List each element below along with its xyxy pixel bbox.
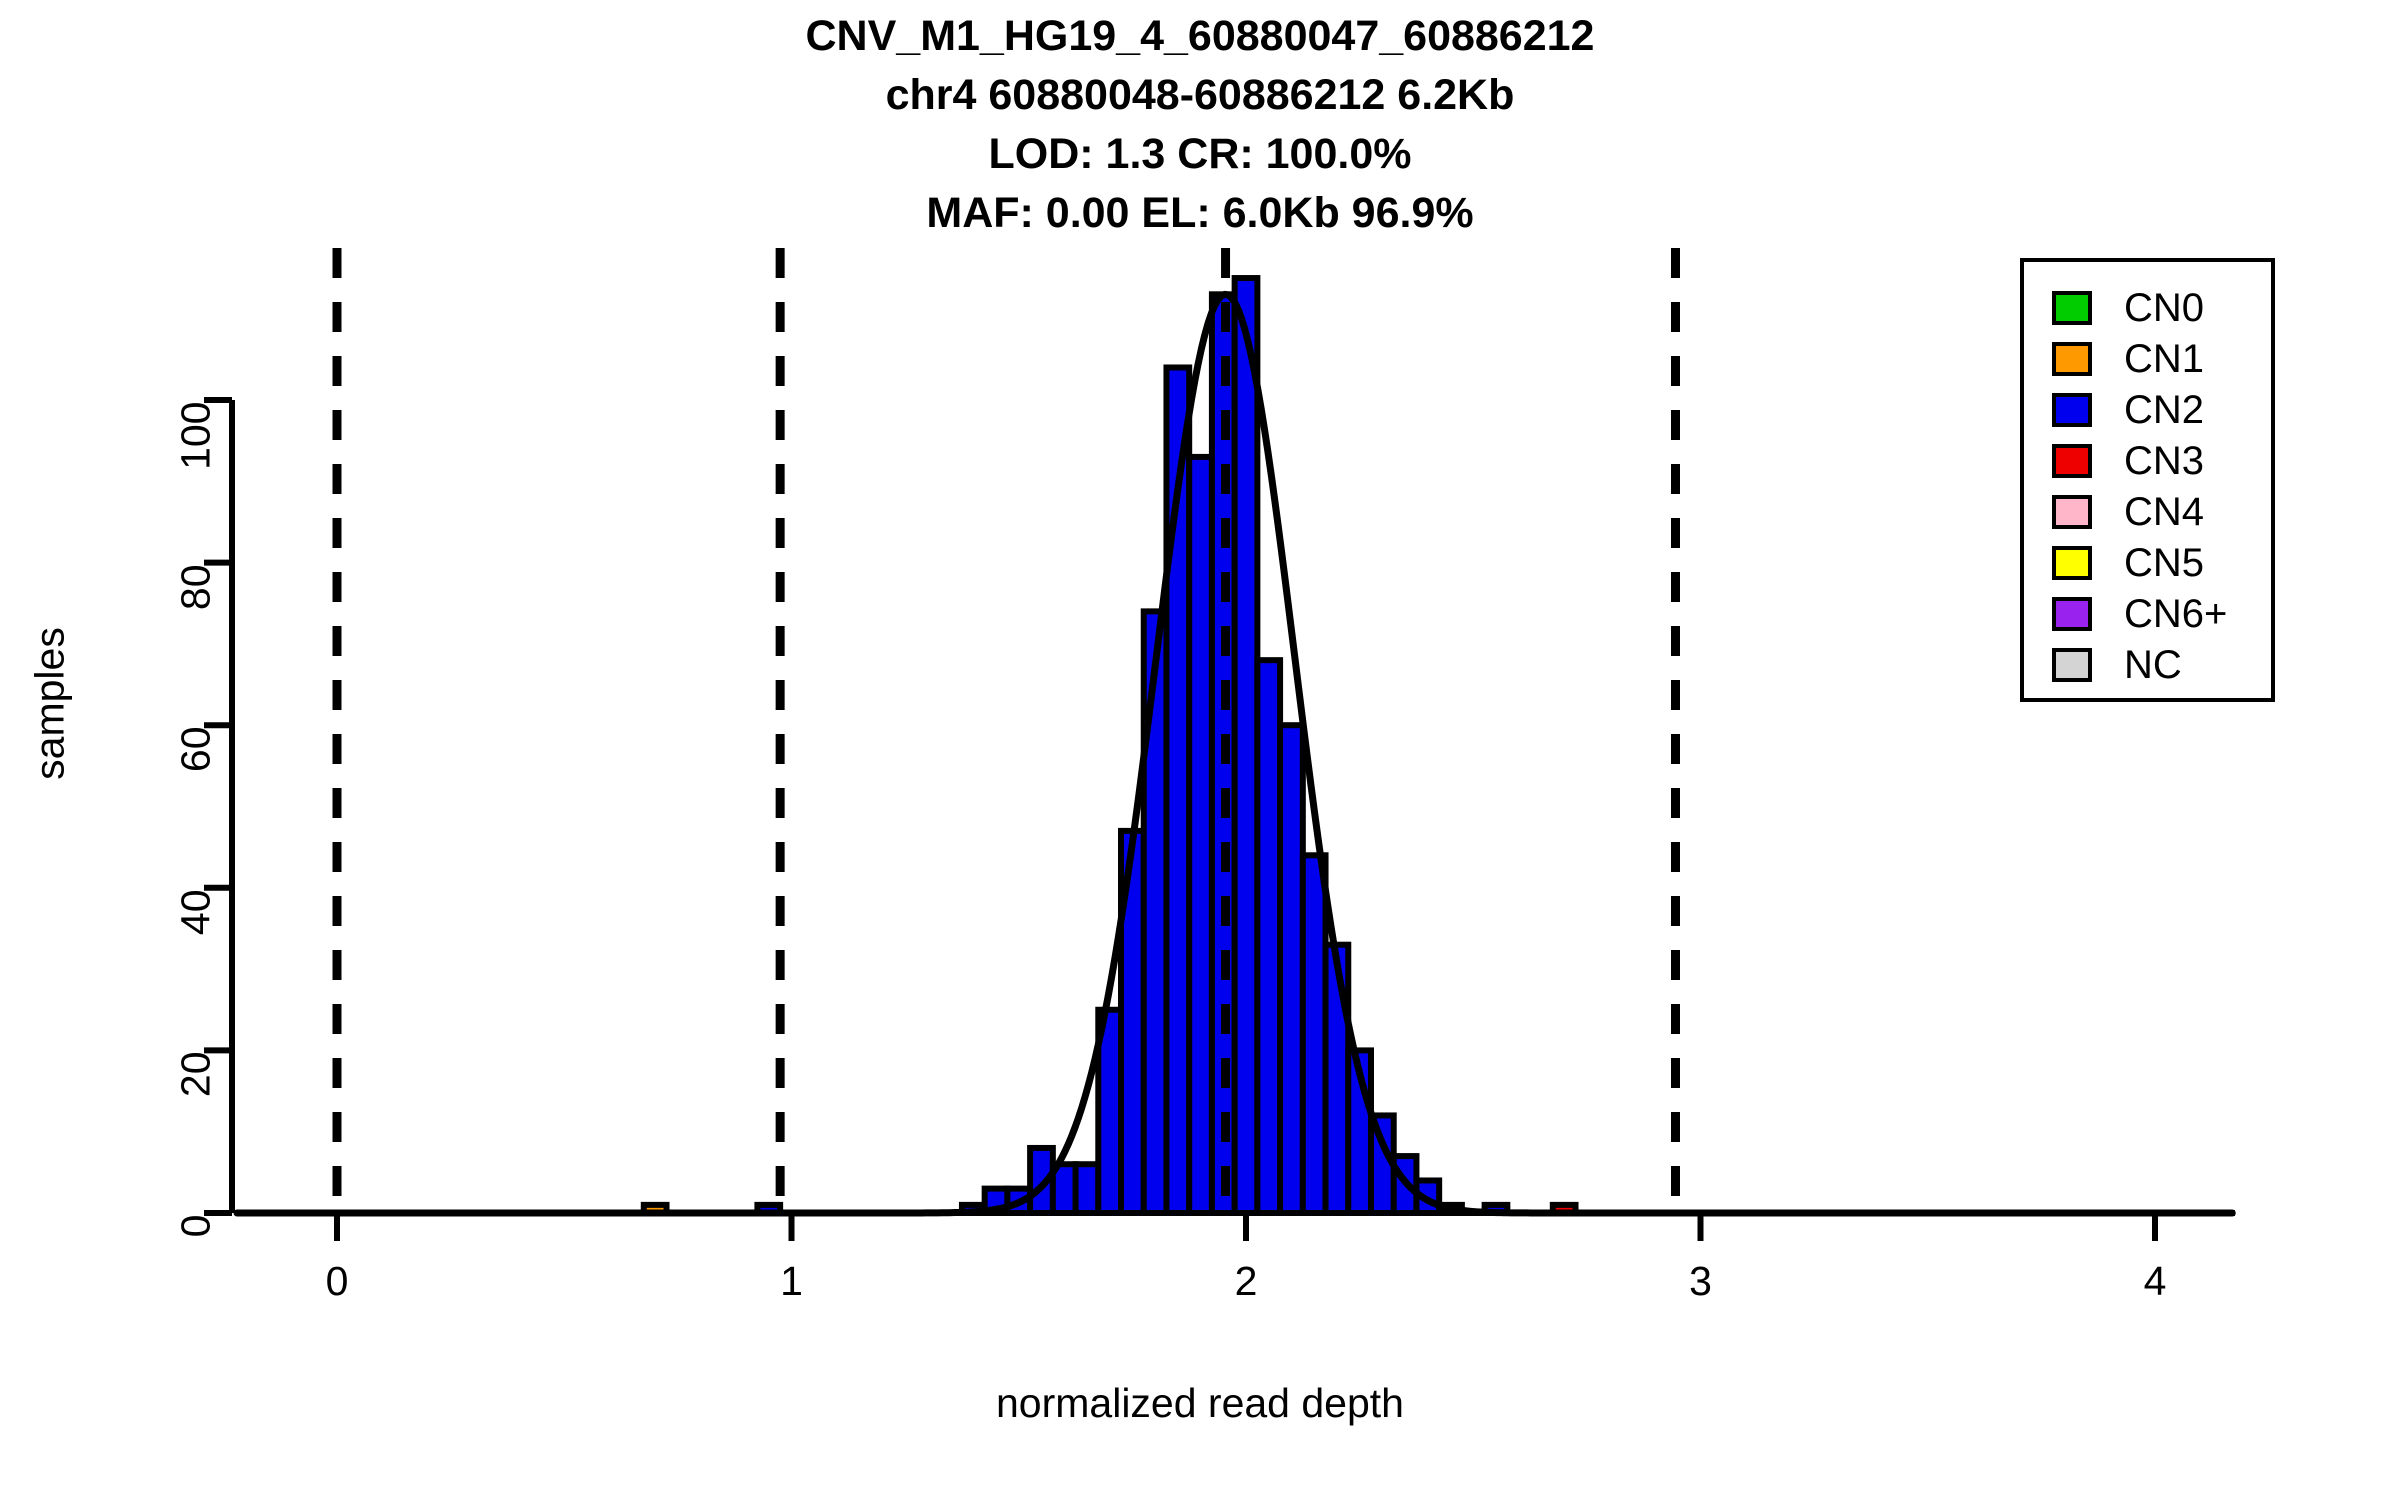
histogram-bar xyxy=(1072,1161,1102,1216)
y-axis-tick-label: 0 xyxy=(172,1214,219,1238)
x-axis-tick-label: 3 xyxy=(1689,1258,1712,1304)
x-axis-tick-label: 4 xyxy=(2143,1258,2167,1304)
y-axis-tick-label: 60 xyxy=(172,726,219,773)
legend-item-cn3[interactable]: CN3 xyxy=(2052,439,2204,483)
legend-item-cn1[interactable]: CN1 xyxy=(2052,337,2204,381)
legend-item-label: CN6+ xyxy=(2124,592,2228,636)
legend-swatch-icon xyxy=(2052,342,2092,376)
legend-item-cn5[interactable]: CN5 xyxy=(2052,541,2204,585)
y-axis-tick-label: 20 xyxy=(172,1051,219,1098)
legend-item-label: CN1 xyxy=(2124,337,2205,381)
histogram-bar xyxy=(1322,941,1352,1217)
legend-item-nc[interactable]: NC xyxy=(2052,643,2182,687)
y-axis-tick-label: 80 xyxy=(172,564,219,610)
x-axis-label: normalized read depth xyxy=(996,1380,1404,1426)
legend-item-label: NC xyxy=(2124,643,2182,687)
legend-swatch-icon xyxy=(2052,495,2092,529)
legend-item-label: CN4 xyxy=(2124,490,2205,534)
legend-swatch-icon xyxy=(2052,291,2092,325)
histogram-bar xyxy=(1186,453,1215,1217)
legend-swatch-icon xyxy=(2052,444,2092,478)
y-axis-tick-label: 40 xyxy=(172,889,219,935)
y-axis-tick-label: 100 xyxy=(172,401,219,470)
histogram-bar xyxy=(1277,722,1306,1216)
legend-item-label: CN2 xyxy=(2124,388,2205,432)
plot-title-line-4: MAF: 0.00 EL: 6.0Kb 96.9% xyxy=(926,189,1474,237)
plot-title-line-2: chr4 60880048-60886212 6.2Kb xyxy=(885,71,1515,119)
legend: CN0 CN1 CN2 CN3 CN4 CN5 CN6+ NC xyxy=(2020,258,2275,702)
legend-item-cn0[interactable]: CN0 xyxy=(2052,286,2204,330)
histogram-bar xyxy=(1299,852,1329,1217)
histogram-bar xyxy=(1254,657,1284,1216)
legend-item-cn6plus[interactable]: CN6+ xyxy=(2052,592,2227,636)
legend-swatch-icon xyxy=(2052,546,2092,580)
x-axis-tick-label: 1 xyxy=(780,1258,803,1304)
legend-item-label: CN5 xyxy=(2124,541,2205,585)
legend-item-cn2[interactable]: CN2 xyxy=(2052,388,2204,432)
legend-item-label: CN0 xyxy=(2124,286,2205,330)
histogram-bar xyxy=(1140,608,1170,1216)
axis-lines xyxy=(204,397,2235,1241)
legend-item-label: CN3 xyxy=(2124,439,2205,483)
x-axis-tick-label: 0 xyxy=(325,1258,349,1304)
copy-number-boundary-lines xyxy=(332,248,1680,1213)
x-axis-tick-label: 2 xyxy=(1234,1258,1258,1304)
legend-swatch-icon xyxy=(2052,597,2092,631)
legend-item-cn4[interactable]: CN4 xyxy=(2052,490,2204,534)
plot-title-line-1: CNV_M1_HG19_4_60880047_60886212 xyxy=(805,12,1595,60)
plot-title-line-3: LOD: 1.3 CR: 100.0% xyxy=(988,130,1412,178)
legend-swatch-icon xyxy=(2052,393,2092,427)
histogram-bar xyxy=(1231,275,1261,1216)
legend-swatch-icon xyxy=(2052,648,2092,682)
